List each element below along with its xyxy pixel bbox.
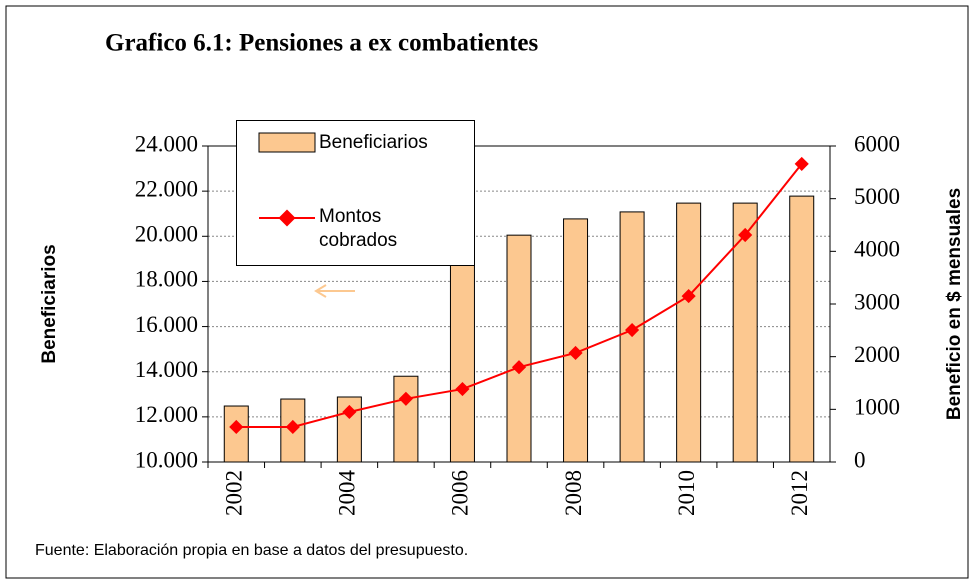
bar [449,258,475,463]
x-tick-label: 2004 [335,470,360,517]
y2-tick-label: 3000 [854,289,900,314]
marker [285,419,300,435]
y-axis-title: Beneficiarios [39,244,60,363]
y-tick-label: 18.000 [135,267,198,292]
bar [506,234,532,463]
marker [681,289,696,304]
y-tick-label: 20.000 [135,222,198,247]
x-tick-label: 2002 [222,470,247,516]
marker [738,227,753,243]
chart-title: Grafico 6.1: Pensiones a ex combatientes [105,30,539,57]
y2-tick-label: 2000 [854,342,900,367]
x-tick-label: 2012 [787,470,812,516]
x-tick-label: 2010 [674,470,699,516]
frame [5,5,969,579]
bar [789,195,815,463]
marker [794,156,809,171]
marker [568,345,583,361]
y2-axis-title: Beneficio en $ mensuales [944,188,965,420]
y-tick-label: 14.000 [135,357,198,382]
legend-label: Montos cobrados [319,206,398,251]
y-tick-label: 10.000 [135,447,198,472]
bar [563,218,589,463]
y2-tick-label: 4000 [854,237,900,262]
marker [398,391,413,406]
bar [393,375,419,463]
y-tick-label: 22.000 [135,176,198,201]
y2-tick-label: 0 [854,447,866,472]
plot-border [207,145,831,463]
marker [455,381,470,397]
marker [625,322,640,338]
legend-key-marker [278,209,296,227]
y-tick-label: 12.000 [135,402,198,427]
legend-key-bar [258,132,316,153]
x-tick-label: 2008 [561,470,586,516]
marker [511,360,527,375]
y-tick-label: 24.000 [135,131,198,156]
marker [342,404,357,420]
legend: Beneficiarios Montos cobrados [236,120,475,266]
y2-tick-label: 1000 [854,395,900,420]
y2-tick-label: 6000 [854,131,900,156]
source-note: Fuente: Elaboración propia en base a dat… [35,542,468,559]
bar [676,202,702,463]
x-tick-label: 2006 [448,470,473,516]
plot: 10.000 12.000 14.000 16.000 18.000 20.000 22.0… [135,131,900,516]
legend-keys [258,132,316,227]
y2-tick-label: 5000 [854,184,900,209]
marker [229,419,244,435]
legend-label: Beneficiarios [319,132,428,153]
y-tick-label: 16.000 [135,312,198,337]
